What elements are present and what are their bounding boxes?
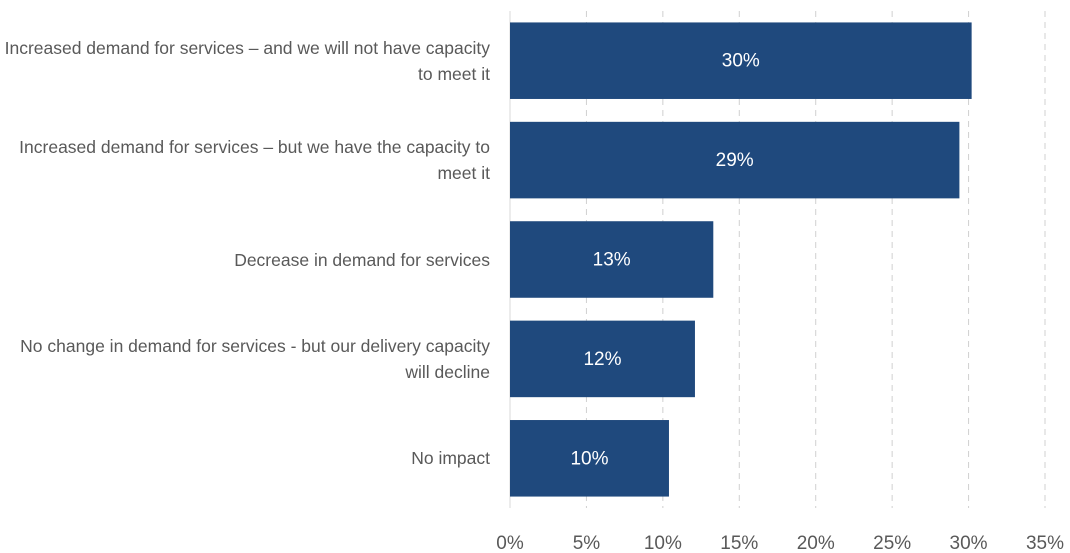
data-label: 12% — [583, 349, 621, 370]
x-tick-label: 5% — [573, 533, 601, 553]
x-tick-label: 10% — [644, 533, 682, 553]
y-tick-label: Decrease in demand for services — [234, 249, 490, 270]
bar — [510, 221, 714, 298]
data-label: 29% — [716, 150, 754, 171]
bar — [510, 320, 695, 398]
x-tick-label: 0% — [496, 533, 524, 553]
y-tick-label: Increased demand for services – and we w… — [4, 37, 490, 84]
y-tick-label: Increased demand for services – but we h… — [19, 137, 490, 184]
data-label: 13% — [593, 250, 631, 271]
x-tick-label: 35% — [1026, 533, 1064, 553]
y-tick-label: No impact — [411, 448, 490, 469]
x-tick-label: 15% — [720, 533, 758, 553]
data-label: 30% — [722, 51, 760, 72]
data-label: 10% — [570, 448, 608, 469]
bar — [510, 420, 669, 497]
x-tick-label: 30% — [950, 533, 988, 553]
y-tick-label: No change in demand for services - but o… — [20, 335, 490, 382]
x-tick-label: 20% — [797, 533, 835, 553]
bar — [510, 22, 972, 99]
bar — [510, 121, 960, 199]
x-tick-label: 25% — [873, 533, 911, 553]
